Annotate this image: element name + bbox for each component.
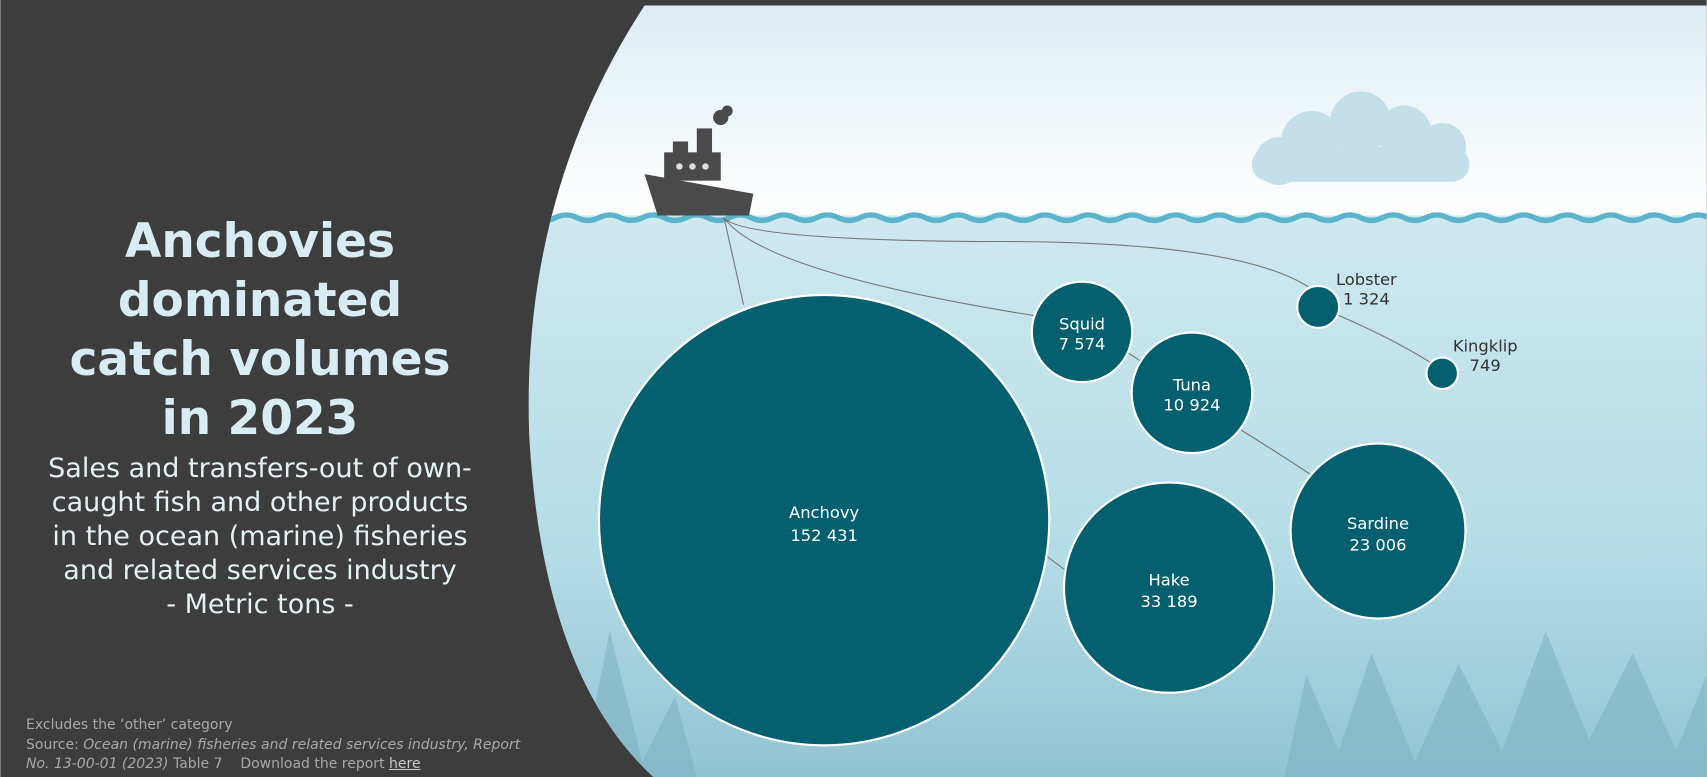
bubble — [1425, 356, 1460, 391]
bubble-label: Sardine — [1347, 514, 1409, 533]
download-text: Download the report — [240, 756, 385, 772]
bubble-value: 10 924 — [1163, 395, 1220, 414]
source: Source: Ocean (marine) fisheries and rel… — [26, 736, 526, 775]
source-table: Table 7 — [172, 756, 223, 772]
bubble — [1296, 284, 1341, 329]
title-block: Anchovies dominated catch volumes in 202… — [40, 212, 480, 622]
bubble-value: 7 574 — [1059, 334, 1106, 353]
bubble — [1289, 442, 1467, 620]
bubble-label: Squid — [1059, 315, 1105, 334]
bubble — [1062, 481, 1276, 694]
unit: - Metric tons - — [166, 589, 354, 620]
download-link[interactable]: here — [389, 756, 421, 772]
bubble — [1130, 331, 1254, 455]
subtitle: Sales and transfers-out of own-caught fi… — [48, 453, 472, 586]
boat — [644, 105, 754, 216]
note: Excludes the ‘other’ category — [26, 717, 233, 733]
bubble-label: Kingklip — [1453, 337, 1518, 356]
bubble-label: Anchovy — [789, 503, 859, 522]
coral — [544, 631, 1707, 777]
cloud — [1251, 91, 1470, 185]
bubble-value: 152 431 — [790, 526, 857, 545]
bubble-value: 749 — [1470, 356, 1501, 375]
wave — [528, 212, 1707, 224]
bubble — [1030, 280, 1134, 384]
title: Anchovies dominated catch volumes in 202… — [69, 214, 451, 446]
source-title: Ocean (marine) fisheries and related ser… — [26, 736, 521, 773]
footer: Excludes the ‘other’ category Source: Oc… — [26, 716, 526, 775]
bubble-label: Tuna — [1172, 376, 1211, 395]
bubble-value: 1 324 — [1343, 290, 1390, 309]
bubble-label: Lobster — [1336, 270, 1397, 289]
bubble — [597, 293, 1051, 747]
bubble-label: Hake — [1149, 570, 1190, 589]
bubble-value: 23 006 — [1349, 536, 1406, 555]
source-label: Source: — [26, 736, 79, 753]
bubble-value: 33 189 — [1141, 592, 1198, 611]
bubbles: Anchovy 152 431 Hake 33 189 Sardine 23 006 Tun… — [597, 270, 1518, 747]
